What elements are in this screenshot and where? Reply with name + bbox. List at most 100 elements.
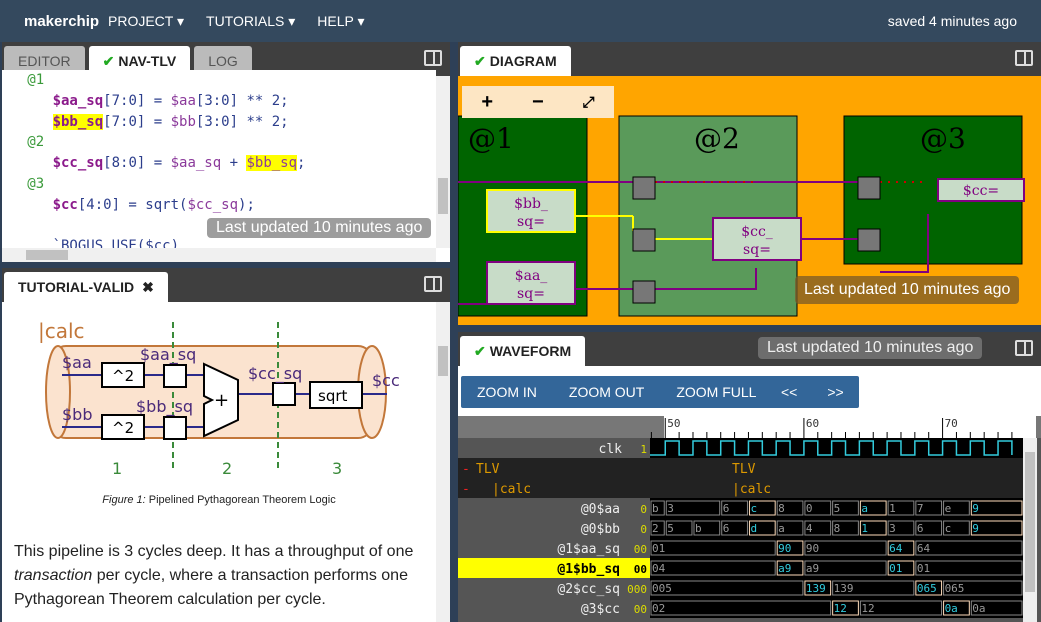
code-token: [2, 114, 53, 130]
tab-label: DIAGRAM: [489, 53, 557, 69]
value-cell: [915, 560, 1023, 576]
code-line: $bb_sq[7:0] = $bb[3:0] ** 2;: [2, 112, 436, 133]
value-label: 4: [806, 522, 813, 535]
zoom-out-button[interactable]: ZOOM OUT: [568, 384, 645, 400]
value-label: 8: [834, 522, 841, 535]
value-cell: [887, 520, 915, 536]
scope-row: [458, 478, 1023, 498]
update-toast: Last updated 10 minutes ago: [207, 218, 432, 238]
top-bar: makerchip PROJECT ▾ TUTORIALS ▾ HELP ▾ s…: [0, 0, 1041, 42]
signal-track: [650, 598, 1023, 618]
code-token: [8:0] =: [103, 155, 171, 172]
zoom-out-button[interactable]: −: [531, 90, 544, 113]
vertical-scrollbar[interactable]: [436, 76, 450, 248]
code-line: $cc_sq[8:0] = $aa_sq + $bb_sq;: [2, 153, 436, 174]
code-token: $bb: [170, 113, 196, 130]
para-emph: transaction: [14, 567, 93, 584]
diagram-zoom-controls: + − ⤢: [462, 86, 614, 118]
signal-name-bg: [458, 538, 650, 558]
scope-name: TLV: [476, 462, 500, 477]
tab-tutorial-valid[interactable]: TUTORIAL-VALID ✖: [4, 272, 168, 302]
value-label: 065: [945, 582, 965, 595]
value-label: 1: [861, 522, 868, 535]
menu-help[interactable]: HELP ▾: [317, 12, 365, 29]
signal-value-clk: 1: [640, 443, 647, 456]
cc-node[interactable]: $cc=: [963, 183, 999, 199]
value-cell: [915, 540, 1023, 556]
maximize-icon[interactable]: [424, 276, 442, 292]
signal-value: 0: [640, 503, 647, 516]
figure-caption: Figure 1: Pipelined Pythagorean Theorem …: [2, 494, 436, 506]
code-token: $aa_sq: [170, 155, 222, 172]
tab-diagram[interactable]: ✔ DIAGRAM: [460, 46, 571, 76]
code-token: $aa_sq: [2, 92, 104, 109]
value-label: d: [750, 522, 757, 535]
bb-sq-node[interactable]: $bb_: [514, 196, 548, 212]
check-icon: ✔: [474, 342, 486, 359]
value-cell: [776, 520, 804, 536]
zoom-in-button[interactable]: +: [481, 90, 494, 113]
value-label: 9: [972, 522, 979, 535]
value-cell: [721, 520, 748, 536]
value-label: c: [750, 502, 757, 515]
zoom-full-button[interactable]: ZOOM FULL: [676, 384, 757, 400]
code-token: +: [221, 155, 247, 172]
bb-sq-label: $bb_sq: [136, 397, 193, 417]
scroll-left-button[interactable]: <<: [781, 384, 798, 400]
code-token: $aa: [170, 92, 196, 109]
maximize-icon[interactable]: [424, 50, 442, 66]
value-cell: [804, 520, 832, 536]
code-token: @1: [2, 72, 45, 88]
close-icon[interactable]: ✖: [142, 278, 154, 295]
value-cell: [859, 520, 887, 536]
signal-value: 00: [634, 543, 647, 556]
tab-label: NAV-TLV: [118, 53, 177, 69]
value-cell: [915, 500, 943, 516]
value-label: 3: [889, 522, 896, 535]
zoom-in-button[interactable]: ZOOM IN: [477, 384, 537, 400]
aa-sq-node[interactable]: $aa_: [515, 268, 548, 284]
update-toast: Last updated 10 minutes ago: [758, 337, 983, 359]
horizontal-scrollbar[interactable]: [2, 248, 436, 262]
cc-sq-node[interactable]: $cc_: [741, 224, 773, 240]
signal-track: [650, 518, 1023, 538]
aa-label: $aa: [62, 353, 92, 372]
makerchip-logo[interactable]: makerchip: [24, 12, 100, 30]
value-cell: [943, 500, 970, 516]
value-label: 12: [861, 602, 874, 615]
code-line: $cc[4:0] = sqrt($cc_sq);: [2, 195, 436, 216]
diagram-panel: ✔ DIAGRAM @1 @2 @3 $bb_ sq= $aa_ sq= $cc_ sq…: [458, 42, 1041, 325]
value-cell: [650, 600, 832, 616]
save-status: saved 4 minutes ago: [887, 13, 1017, 29]
value-label: 01: [652, 542, 665, 555]
signal-name-bg: [458, 558, 650, 578]
menu-tutorials[interactable]: TUTORIALS ▾: [206, 12, 296, 29]
scroll-right-button[interactable]: >>: [827, 384, 844, 400]
value-label: c: [945, 522, 952, 535]
value-label: 0: [806, 502, 813, 515]
value-label: 3: [667, 502, 674, 515]
value-label: 6: [723, 522, 730, 535]
pipeline-diagram[interactable]: @1 @2 @3 $bb_ sq= $aa_ sq= $cc_ sq= $cc=: [458, 76, 1041, 325]
value-cell: [650, 580, 804, 596]
value-label: 5: [834, 502, 841, 515]
tab-waveform[interactable]: ✔ WAVEFORM: [460, 336, 586, 366]
aa-sq-value: sq=: [517, 286, 545, 302]
stage-label: 3: [332, 459, 342, 478]
value-label: e: [945, 502, 952, 515]
signal-track: [650, 578, 1023, 598]
stage-label: @2: [694, 122, 740, 155]
maximize-icon[interactable]: [1015, 50, 1033, 66]
code-token: $bb_sq: [52, 113, 104, 130]
value-cell: [970, 520, 1023, 536]
value-label: b: [695, 522, 702, 535]
value-label: 139: [806, 582, 826, 595]
value-label: 2: [652, 522, 659, 535]
menu-project[interactable]: PROJECT ▾: [108, 12, 185, 29]
value-cell: [859, 500, 887, 516]
fit-button[interactable]: ⤢: [582, 93, 595, 111]
maximize-icon[interactable]: [1015, 340, 1033, 356]
vertical-scrollbar[interactable]: [436, 302, 450, 622]
value-cell: [943, 580, 1023, 596]
